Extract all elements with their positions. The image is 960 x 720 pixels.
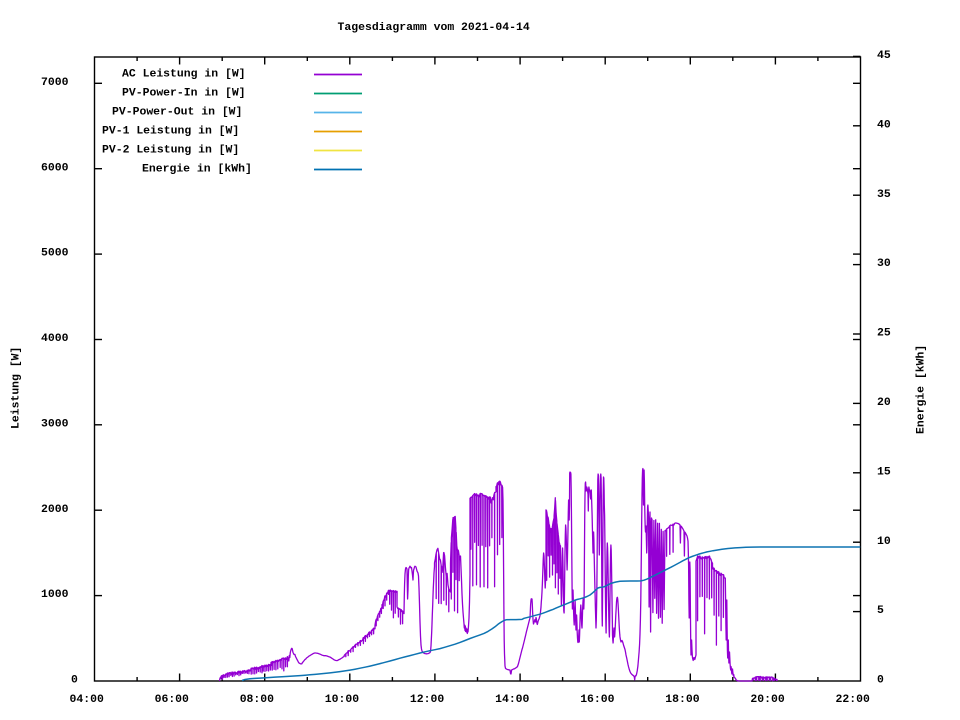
svg-text:PV-1 Leistung in [W]: PV-1 Leistung in [W] [102,125,239,138]
svg-text:3000: 3000 [41,417,69,430]
svg-text:12:00: 12:00 [410,693,444,706]
svg-text:16:00: 16:00 [580,693,614,706]
svg-text:6000: 6000 [41,161,69,174]
svg-text:PV-2 Leistung in [W]: PV-2 Leistung in [W] [102,144,239,157]
svg-text:Energie in [kWh]: Energie in [kWh] [142,163,252,176]
svg-text:04:00: 04:00 [70,693,104,706]
svg-text:AC Leistung in [W]: AC Leistung in [W] [122,68,246,81]
svg-text:5: 5 [877,604,884,617]
svg-text:35: 35 [877,188,891,201]
svg-text:30: 30 [877,257,891,270]
svg-text:PV-Power-Out in [W]: PV-Power-Out in [W] [112,106,242,119]
svg-text:25: 25 [877,327,891,340]
svg-text:Leistung [W]: Leistung [W] [10,347,23,429]
svg-text:10:00: 10:00 [325,693,359,706]
svg-text:15: 15 [877,465,891,478]
svg-text:Energie [kWh]: Energie [kWh] [915,345,928,434]
svg-text:08:00: 08:00 [240,693,274,706]
svg-text:Tagesdiagramm vom 2021-04-14: Tagesdiagramm vom 2021-04-14 [338,21,530,34]
svg-text:PV-Power-In in [W]: PV-Power-In in [W] [122,87,246,100]
svg-text:06:00: 06:00 [155,693,189,706]
svg-text:45: 45 [877,49,891,62]
svg-text:0: 0 [877,674,884,687]
svg-text:5000: 5000 [41,247,69,260]
svg-text:20: 20 [877,396,891,409]
svg-text:40: 40 [877,118,891,131]
svg-text:4000: 4000 [41,332,69,345]
svg-text:20:00: 20:00 [750,693,784,706]
svg-text:2000: 2000 [41,503,69,516]
svg-text:7000: 7000 [41,76,69,89]
svg-text:10: 10 [877,535,891,548]
svg-text:14:00: 14:00 [495,693,529,706]
svg-text:18:00: 18:00 [665,693,699,706]
svg-text:22:00: 22:00 [836,693,870,706]
svg-text:1000: 1000 [41,588,69,601]
svg-text:0: 0 [71,674,78,687]
